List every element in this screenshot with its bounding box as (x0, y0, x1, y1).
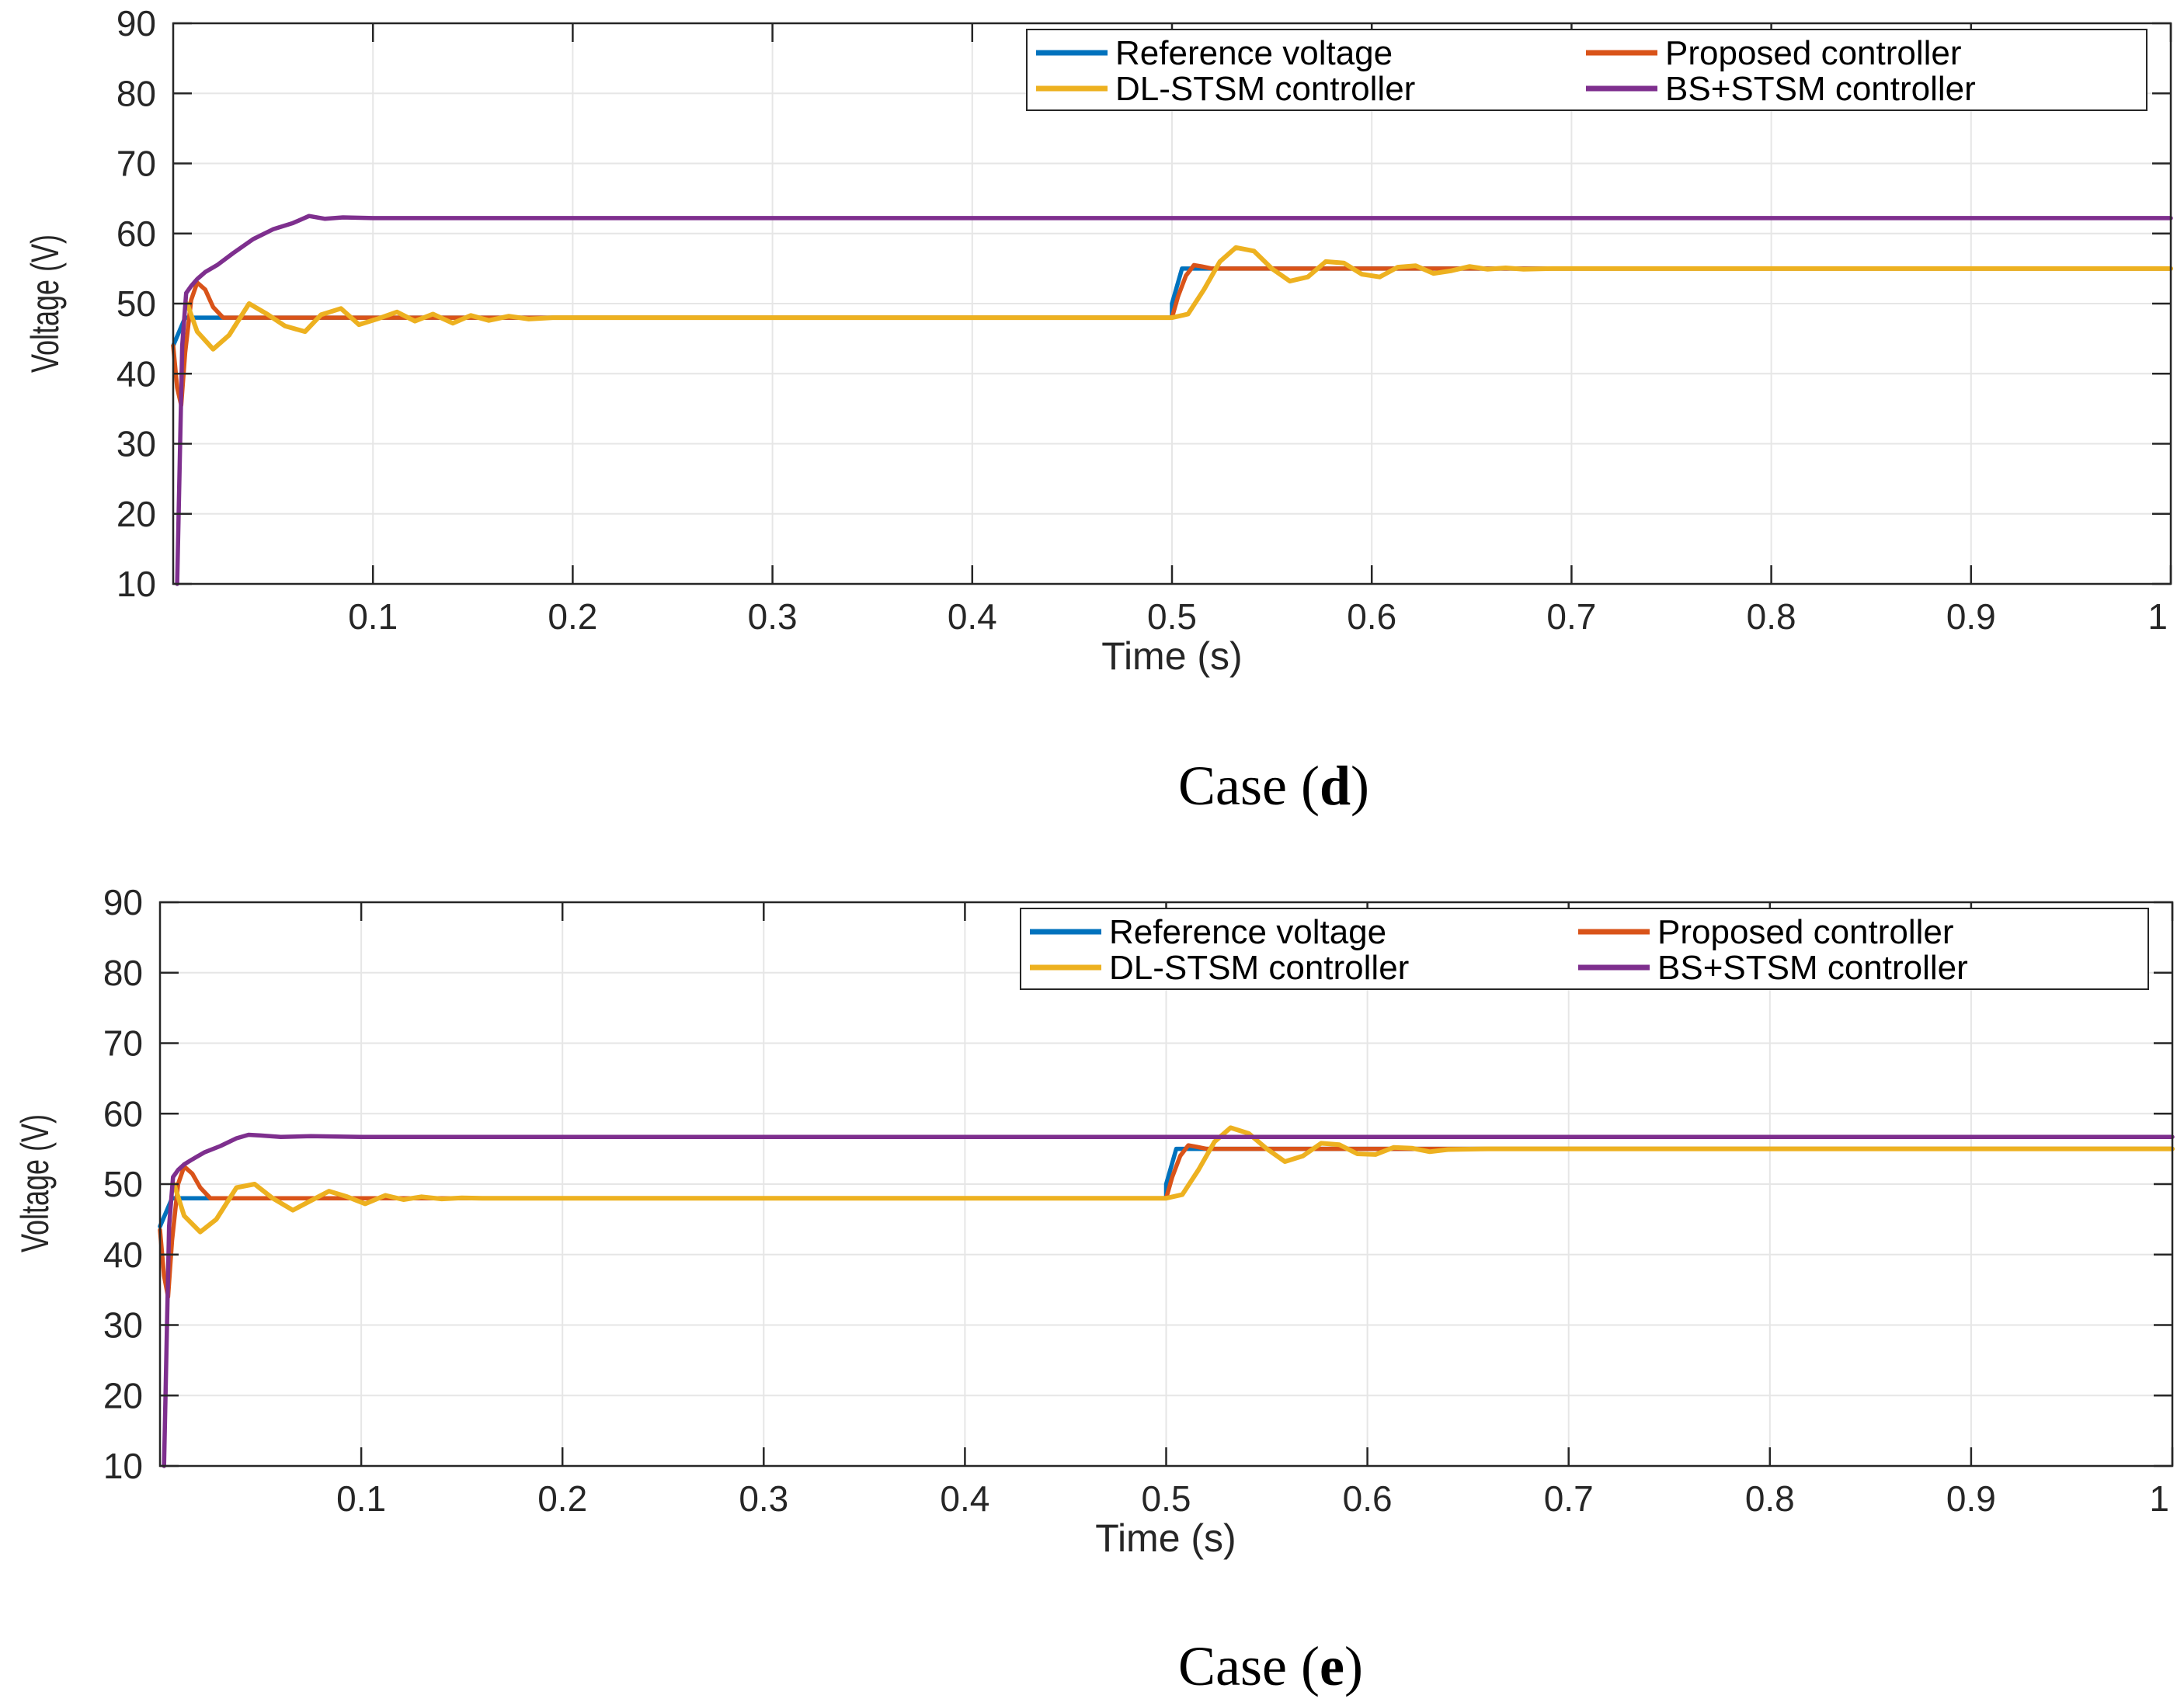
y-tick-label-d: 20 (117, 494, 156, 534)
caption-prefix-e: Case ( (1178, 1635, 1320, 1697)
x-tick-label-e: 0.5 (1142, 1478, 1191, 1519)
series-d (171, 214, 2173, 586)
x-tick-label-d: 1 (2147, 596, 2168, 637)
y-tick-labels-d: 10 20 30 40 50 60 70 80 90 (117, 3, 156, 604)
legend-label-dlstsm-e: DL-STSM controller (1109, 949, 1409, 987)
x-tick-label-d: 0.1 (348, 596, 398, 637)
legend-label-proposed-e: Proposed controller (1657, 913, 1954, 951)
series-line-proposed-d (171, 262, 2173, 408)
y-tick-label-e: 40 (103, 1235, 143, 1275)
caption-e: Case (e) (1178, 1635, 1363, 1697)
x-tick-labels-d: 0.1 0.2 0.3 0.4 0.5 0.6 0.7 0.8 0.9 1 (348, 596, 2168, 637)
legend-d: Reference voltage Proposed controller DL… (1026, 29, 2147, 111)
x-tick-label-d: 0.6 (1347, 596, 1396, 637)
series-line-dlstsm-d (185, 245, 2173, 352)
y-tick-label-d: 90 (117, 3, 156, 43)
y-tick-label-d: 60 (117, 214, 156, 254)
y-tick-label-e: 20 (103, 1375, 143, 1415)
x-tick-label-d: 0.3 (748, 596, 798, 637)
y-tick-label-e: 30 (103, 1305, 143, 1346)
ticks-e (160, 901, 2174, 1468)
y-tick-label-e: 80 (103, 953, 143, 993)
x-tick-label-d: 0.8 (1747, 596, 1796, 637)
caption-suffix-d: ) (1351, 755, 1369, 817)
y-axis-label-e: Voltage (V) (14, 1114, 57, 1252)
legend-box-e (1020, 908, 2149, 990)
legend-box-d (1026, 29, 2147, 111)
x-tick-label-e: 0.2 (537, 1478, 587, 1519)
caption-prefix-d: Case ( (1178, 755, 1320, 817)
legend-label-bsstsm-d: BS+STSM controller (1665, 70, 1976, 108)
x-tick-label-e: 0.4 (940, 1478, 989, 1519)
x-tick-label-e: 0.9 (1946, 1478, 1996, 1519)
series-e (158, 1125, 2175, 1468)
x-tick-label-d: 0.4 (948, 596, 997, 637)
y-axis-label-d: Voltage (V) (24, 234, 67, 373)
legend-label-bsstsm-e: BS+STSM controller (1657, 949, 1968, 987)
x-tick-label-e: 0.1 (336, 1478, 386, 1519)
y-tick-label-e: 10 (103, 1446, 143, 1486)
series-line-dlstsm-e (172, 1125, 2175, 1235)
x-tick-label-e: 0.8 (1745, 1478, 1795, 1519)
x-tick-label-d: 0.9 (1946, 596, 1996, 637)
x-axis-label-d: Time (s) (1101, 634, 1242, 678)
caption-letter-e: e (1320, 1635, 1344, 1697)
legend-label-dlstsm-d: DL-STSM controller (1115, 70, 1415, 108)
y-tick-label-d: 70 (117, 144, 156, 184)
legend-label-proposed-d: Proposed controller (1665, 34, 1962, 72)
y-tick-labels-e: 10 20 30 40 50 60 70 80 90 (103, 882, 143, 1486)
y-tick-label-e: 50 (103, 1164, 143, 1204)
legend-e: Reference voltage Proposed controller DL… (1020, 908, 2149, 990)
y-tick-label-d: 50 (117, 283, 156, 324)
x-tick-labels-e: 0.1 0.2 0.3 0.4 0.5 0.6 0.7 0.8 0.9 1 (336, 1478, 2169, 1519)
caption-letter-d: d (1320, 755, 1351, 817)
caption-d: Case (d) (1178, 755, 1369, 817)
y-tick-label-d: 10 (117, 564, 156, 604)
x-tick-label-e: 1 (2149, 1478, 2169, 1519)
x-tick-label-d: 0.2 (548, 596, 597, 637)
y-tick-label-e: 60 (103, 1093, 143, 1134)
y-tick-label-e: 90 (103, 882, 143, 922)
series-line-bsstsm-d (175, 214, 2173, 586)
series-line-bsstsm-e (162, 1132, 2175, 1468)
x-tick-label-e: 0.6 (1343, 1478, 1393, 1519)
series-line-proposed-e (158, 1143, 2175, 1299)
x-tick-label-d: 0.7 (1546, 596, 1596, 637)
y-tick-label-d: 80 (117, 73, 156, 113)
y-tick-label-d: 40 (117, 353, 156, 394)
x-tick-label-d: 0.5 (1147, 596, 1197, 637)
x-tick-label-e: 0.7 (1544, 1478, 1594, 1519)
grid-e (160, 902, 2173, 1466)
legend-label-reference-e: Reference voltage (1109, 913, 1386, 951)
legend-label-reference-d: Reference voltage (1115, 34, 1393, 72)
x-axis-label-e: Time (s) (1095, 1516, 1236, 1560)
chart-panel-e: 0.1 0.2 0.3 0.4 0.5 0.6 0.7 0.8 0.9 1 10 20 30 40 50 6… (14, 882, 2175, 1697)
y-tick-label-d: 30 (117, 424, 156, 464)
x-tick-label-e: 0.3 (739, 1478, 788, 1519)
y-tick-label-e: 70 (103, 1023, 143, 1064)
caption-suffix-e: ) (1344, 1635, 1363, 1697)
chart-panel-d: 0.1 0.2 0.3 0.4 0.5 0.6 0.7 0.8 0.9 1 10 20 30 40 50 6… (24, 3, 2173, 817)
